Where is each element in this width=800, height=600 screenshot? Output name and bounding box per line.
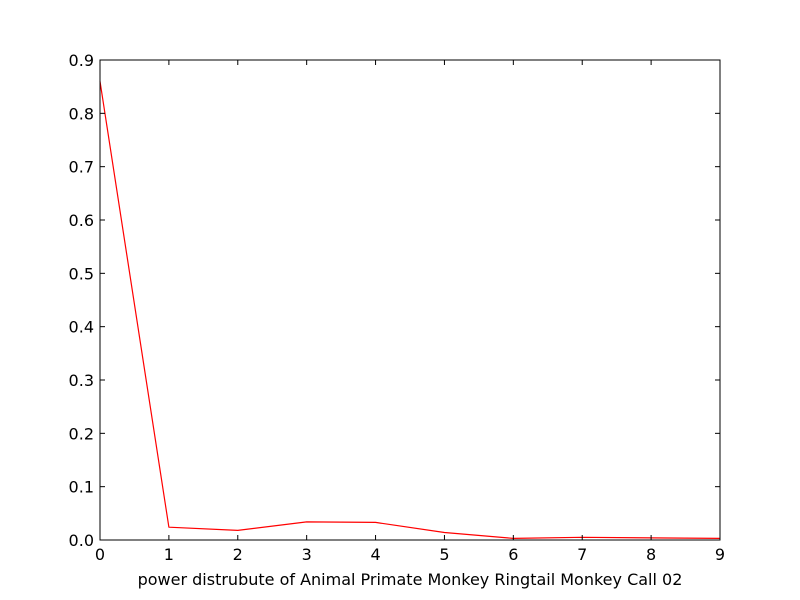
y-tick-label: 0.2	[69, 424, 94, 443]
x-tick-label: 0	[95, 545, 105, 564]
x-tick-label: 4	[370, 545, 380, 564]
tick-labels-layer: 0 1 2 3 4 5 6 7 8 9 0.0 0.1 0.2 0.3 0.4 0.5 0.6 0.7 0.8 0.9	[69, 51, 726, 564]
y-tick-label: 0.1	[69, 478, 94, 497]
plot-background	[100, 60, 720, 540]
plot-frame	[99, 59, 721, 541]
y-tick-label: 0.0	[69, 531, 94, 550]
x-tick-label: 2	[233, 545, 243, 564]
y-tick-label: 0.7	[69, 158, 94, 177]
y-tick-label: 0.4	[69, 318, 94, 337]
x-tick-label: 7	[577, 545, 587, 564]
series-line	[99, 81, 721, 540]
x-tick-label: 1	[164, 545, 174, 564]
y-tick-label: 0.5	[69, 264, 94, 283]
x-axis-label: power distrubute of Animal Primate Monke…	[138, 570, 683, 589]
y-tick-label: 0.6	[69, 211, 94, 230]
x-tick-label: 3	[302, 545, 312, 564]
y-tick-label: 0.8	[69, 104, 94, 123]
x-tick-label: 5	[439, 545, 449, 564]
x-tick-label: 8	[646, 545, 656, 564]
x-tick-label: 6	[508, 545, 518, 564]
x-tick-label: 9	[715, 545, 725, 564]
y-tick-label: 0.9	[69, 51, 94, 70]
series-layer	[99, 81, 721, 540]
y-tick-label: 0.3	[69, 371, 94, 390]
